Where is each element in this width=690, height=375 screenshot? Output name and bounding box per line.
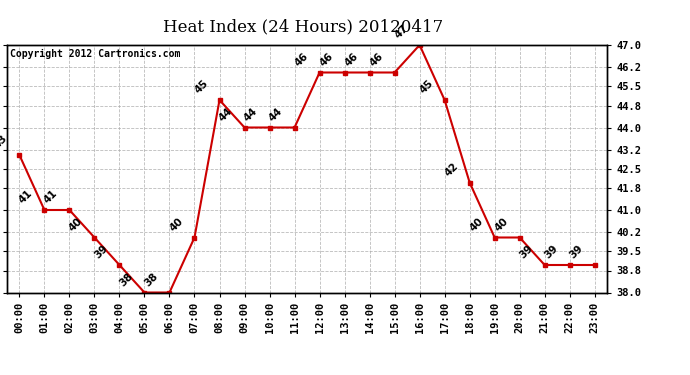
Text: 38: 38 [117,271,135,288]
Text: 45: 45 [193,78,210,96]
Text: Copyright 2012 Cartronics.com: Copyright 2012 Cartronics.com [10,49,180,59]
Text: 40: 40 [168,216,185,233]
Text: 39: 39 [518,244,535,261]
Text: 46: 46 [317,51,335,68]
Text: 41: 41 [42,188,60,206]
Text: 46: 46 [368,51,385,68]
Text: 43: 43 [0,134,10,151]
Text: Heat Index (24 Hours) 20120417: Heat Index (24 Hours) 20120417 [164,19,444,36]
Text: 47: 47 [393,23,410,41]
Text: 41: 41 [17,188,34,206]
Text: 46: 46 [342,51,360,68]
Text: 40: 40 [468,216,485,233]
Text: 39: 39 [543,244,560,261]
Text: 40: 40 [493,216,510,233]
Text: 39: 39 [92,244,110,261]
Text: 44: 44 [242,106,260,123]
Text: 40: 40 [68,216,85,233]
Text: 44: 44 [217,106,235,123]
Text: 38: 38 [142,271,160,288]
Text: 44: 44 [267,106,285,123]
Text: 45: 45 [417,78,435,96]
Text: 42: 42 [442,161,460,178]
Text: 46: 46 [293,51,310,68]
Text: 39: 39 [568,244,585,261]
